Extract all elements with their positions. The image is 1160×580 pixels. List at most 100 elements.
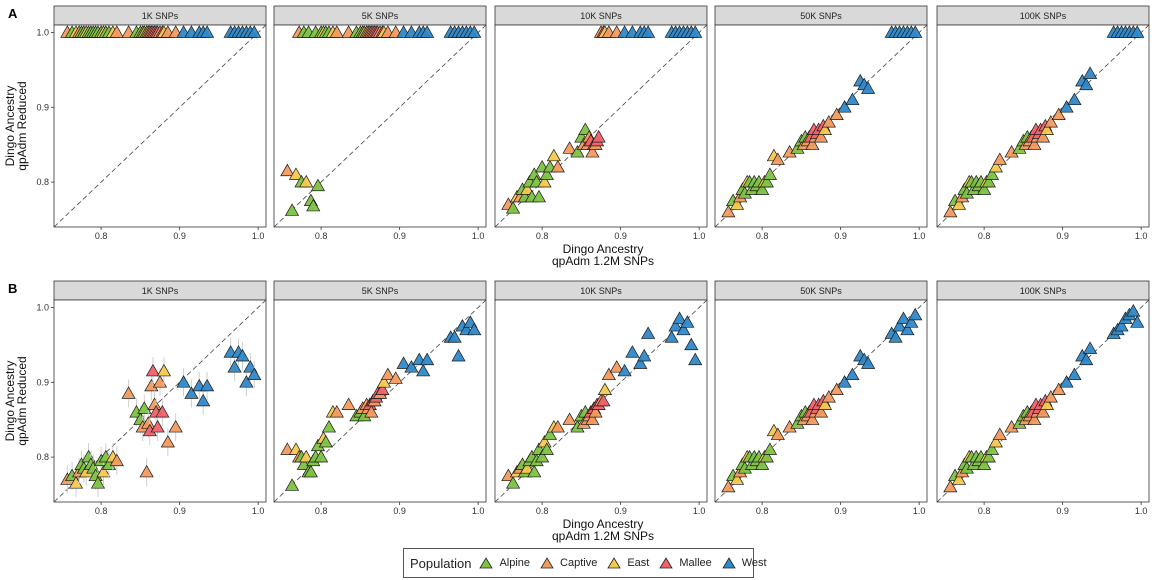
x-tick-label-B-3-0: 0.8 [756,506,769,516]
legend-item-alpine: Alpine [479,557,530,569]
data-point-B-4-39 [1079,352,1094,366]
data-point-B-3-14 [759,449,774,463]
data-point-A-4-12 [977,182,992,195]
data-point-B-2-15 [542,427,558,440]
data-point-A-1-0 [280,163,295,177]
data-point-B-2-18 [562,412,577,425]
data-point-B-2-36 [617,363,632,377]
panel-title-B-0: 1K SNPs [142,286,179,296]
x-tick-label-A-4-2: 1.0 [1135,231,1148,241]
data-point-A-4-36 [1059,100,1074,113]
series-B-3 [721,307,923,493]
data-point-A-3-0 [721,204,736,218]
x-axis-label2-B: qpAdm 1.2M SNPs [552,529,654,543]
data-point-B-2-40 [641,326,656,339]
data-point-A-4-47 [1130,25,1145,38]
data-point-A-4-39 [1079,77,1094,91]
panel-title-B-1: 5K SNPs [362,286,399,296]
data-point-A-4-15 [984,167,1000,180]
data-point-B-1-17 [329,405,344,418]
x-tick-label-B-0-1: 0.9 [173,506,186,516]
x-tick-label-A-3-1: 0.9 [834,231,847,241]
data-point-B-4-43 [1114,318,1129,332]
panel-title-B-4: 100K SNPs [1020,286,1067,296]
data-point-A-2-30 [591,130,606,143]
data-point-B-2-33 [597,382,613,396]
x-tick-label-B-0-0: 0.8 [95,506,108,516]
data-point-B-0-37 [184,386,199,399]
data-point-B-0-31 [152,375,168,388]
series-B-0 [60,338,262,498]
x-tick-label-B-4-1: 0.9 [1056,506,1069,516]
data-point-B-3-34 [821,390,836,403]
y-axis-label-A: Dingo AncestryqpAdm Reduced [3,81,29,170]
legend-label-captive: Captive [560,557,598,569]
data-point-B-0-44 [235,348,250,362]
data-point-A-1-11 [310,178,326,192]
series-B-1 [280,315,482,491]
data-point-B-3-40 [861,356,876,369]
data-point-B-0-23 [139,464,154,478]
x-tick-label-B-4-0: 0.8 [978,506,991,516]
data-point-B-2-44 [676,322,691,336]
data-point-B-1-18 [341,397,356,410]
series-B-4 [943,304,1145,493]
data-point-B-2-37 [625,345,640,358]
data-point-A-2-14 [539,167,554,180]
data-point-A-3-15 [762,167,778,180]
x-tick-label-A-4-1: 0.9 [1056,231,1069,241]
x-tick-label-B-2-0: 0.8 [536,506,549,516]
data-point-B-4-40 [1083,341,1098,354]
data-point-B-4-37 [1067,367,1082,381]
data-point-B-1-32 [375,382,390,396]
series-A-2 [501,25,703,214]
row-tag-B: B [8,281,17,296]
data-point-A-1-2 [288,167,304,180]
data-point-A-0-40 [200,25,215,38]
data-point-B-4-12 [977,457,992,470]
series-A-1 [280,25,482,216]
data-point-A-3-36 [837,100,852,113]
data-point-B-0-13 [96,464,111,478]
data-point-B-1-35 [388,371,403,384]
data-point-B-4-16 [988,434,1003,448]
data-point-A-3-12 [755,182,770,195]
data-point-A-2-16 [546,148,561,162]
data-point-B-3-12 [755,457,770,470]
data-point-B-4-26 [1027,412,1042,425]
data-point-B-2-46 [684,337,699,351]
x-tick-label-B-1-0: 0.8 [315,506,328,516]
x-tick-label-A-2-0: 0.8 [536,231,549,241]
data-point-A-2-1 [505,201,521,214]
panel-title-B-3: 50K SNPs [800,286,842,296]
data-point-B-0-42 [227,360,242,373]
data-point-A-2-11 [531,189,547,203]
legend-label-east: East [627,557,650,569]
legend-item-west: West [722,557,767,569]
data-point-A-0-17 [109,25,124,38]
data-point-A-1-40 [420,25,435,38]
data-point-B-1-43 [451,348,466,362]
data-point-B-3-37 [845,367,860,381]
panel-title-B-2: 10K SNPs [580,286,622,296]
data-point-B-1-37 [404,360,419,373]
data-point-B-4-14 [981,449,996,463]
data-point-B-4-0 [943,479,958,493]
data-point-B-1-34 [380,367,395,381]
data-point-A-1-47 [467,25,482,38]
data-point-B-0-11 [90,476,106,489]
data-point-A-3-37 [845,92,860,106]
data-point-A-4-0 [943,204,958,218]
data-point-A-2-26 [585,144,600,158]
x-tick-label-B-4-2: 1.0 [1135,506,1148,516]
data-point-B-0-32 [155,405,170,418]
data-point-B-3-0 [721,479,736,493]
series-A-0 [60,25,262,38]
row-tag-A: A [8,6,18,21]
data-point-B-3-47 [908,307,923,321]
data-point-B-2-41 [664,330,679,343]
data-point-A-3-26 [805,137,820,150]
data-point-B-3-46 [904,315,919,328]
x-tick-label-A-0-1: 0.9 [173,231,186,241]
data-point-A-3-31 [813,130,829,143]
